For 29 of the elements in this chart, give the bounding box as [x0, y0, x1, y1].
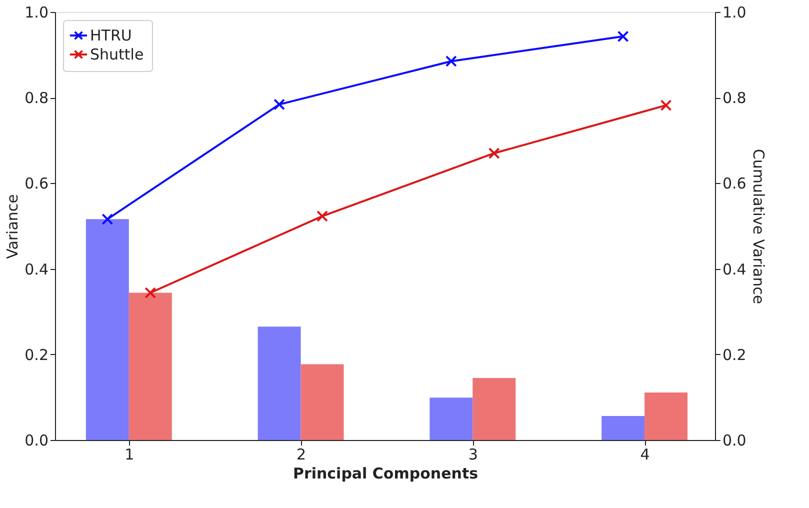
legend-label: HTRU: [90, 26, 132, 44]
y-tick-label: 0.0: [24, 432, 48, 450]
y-tick-label: 1.0: [24, 4, 48, 22]
y2-tick-label: 0.6: [722, 174, 746, 193]
y2-tick-label: 0.2: [722, 346, 746, 364]
bar: [258, 326, 301, 440]
bar: [430, 398, 473, 440]
y-tick-label: 0.2: [24, 346, 48, 364]
x-tick-label: 3: [468, 446, 478, 464]
y2-axis-title: Cumulative Variance: [749, 148, 768, 304]
x-tick-label: 1: [124, 446, 134, 464]
x-tick-label: 4: [640, 446, 650, 464]
y2-tick-label: 0.4: [722, 260, 746, 278]
x-tick-label: 2: [296, 446, 306, 464]
bar: [602, 416, 645, 440]
bar: [300, 364, 344, 440]
y2-tick-label: 0.0: [722, 432, 746, 450]
y-axis-title: Variance: [4, 194, 22, 259]
y2-tick-label: 0.8: [722, 89, 746, 108]
y2-tick-label: 1.0: [722, 4, 746, 22]
legend-label: Shuttle: [90, 46, 144, 64]
bar: [86, 219, 129, 440]
x-axis-title: Principal Components: [292, 464, 478, 482]
bar: [644, 392, 688, 440]
bar: [472, 378, 516, 440]
bar: [128, 292, 172, 440]
y-tick-label: 0.6: [24, 174, 48, 193]
y-tick-label: 0.4: [24, 260, 48, 278]
y-tick-label: 0.8: [24, 89, 48, 108]
